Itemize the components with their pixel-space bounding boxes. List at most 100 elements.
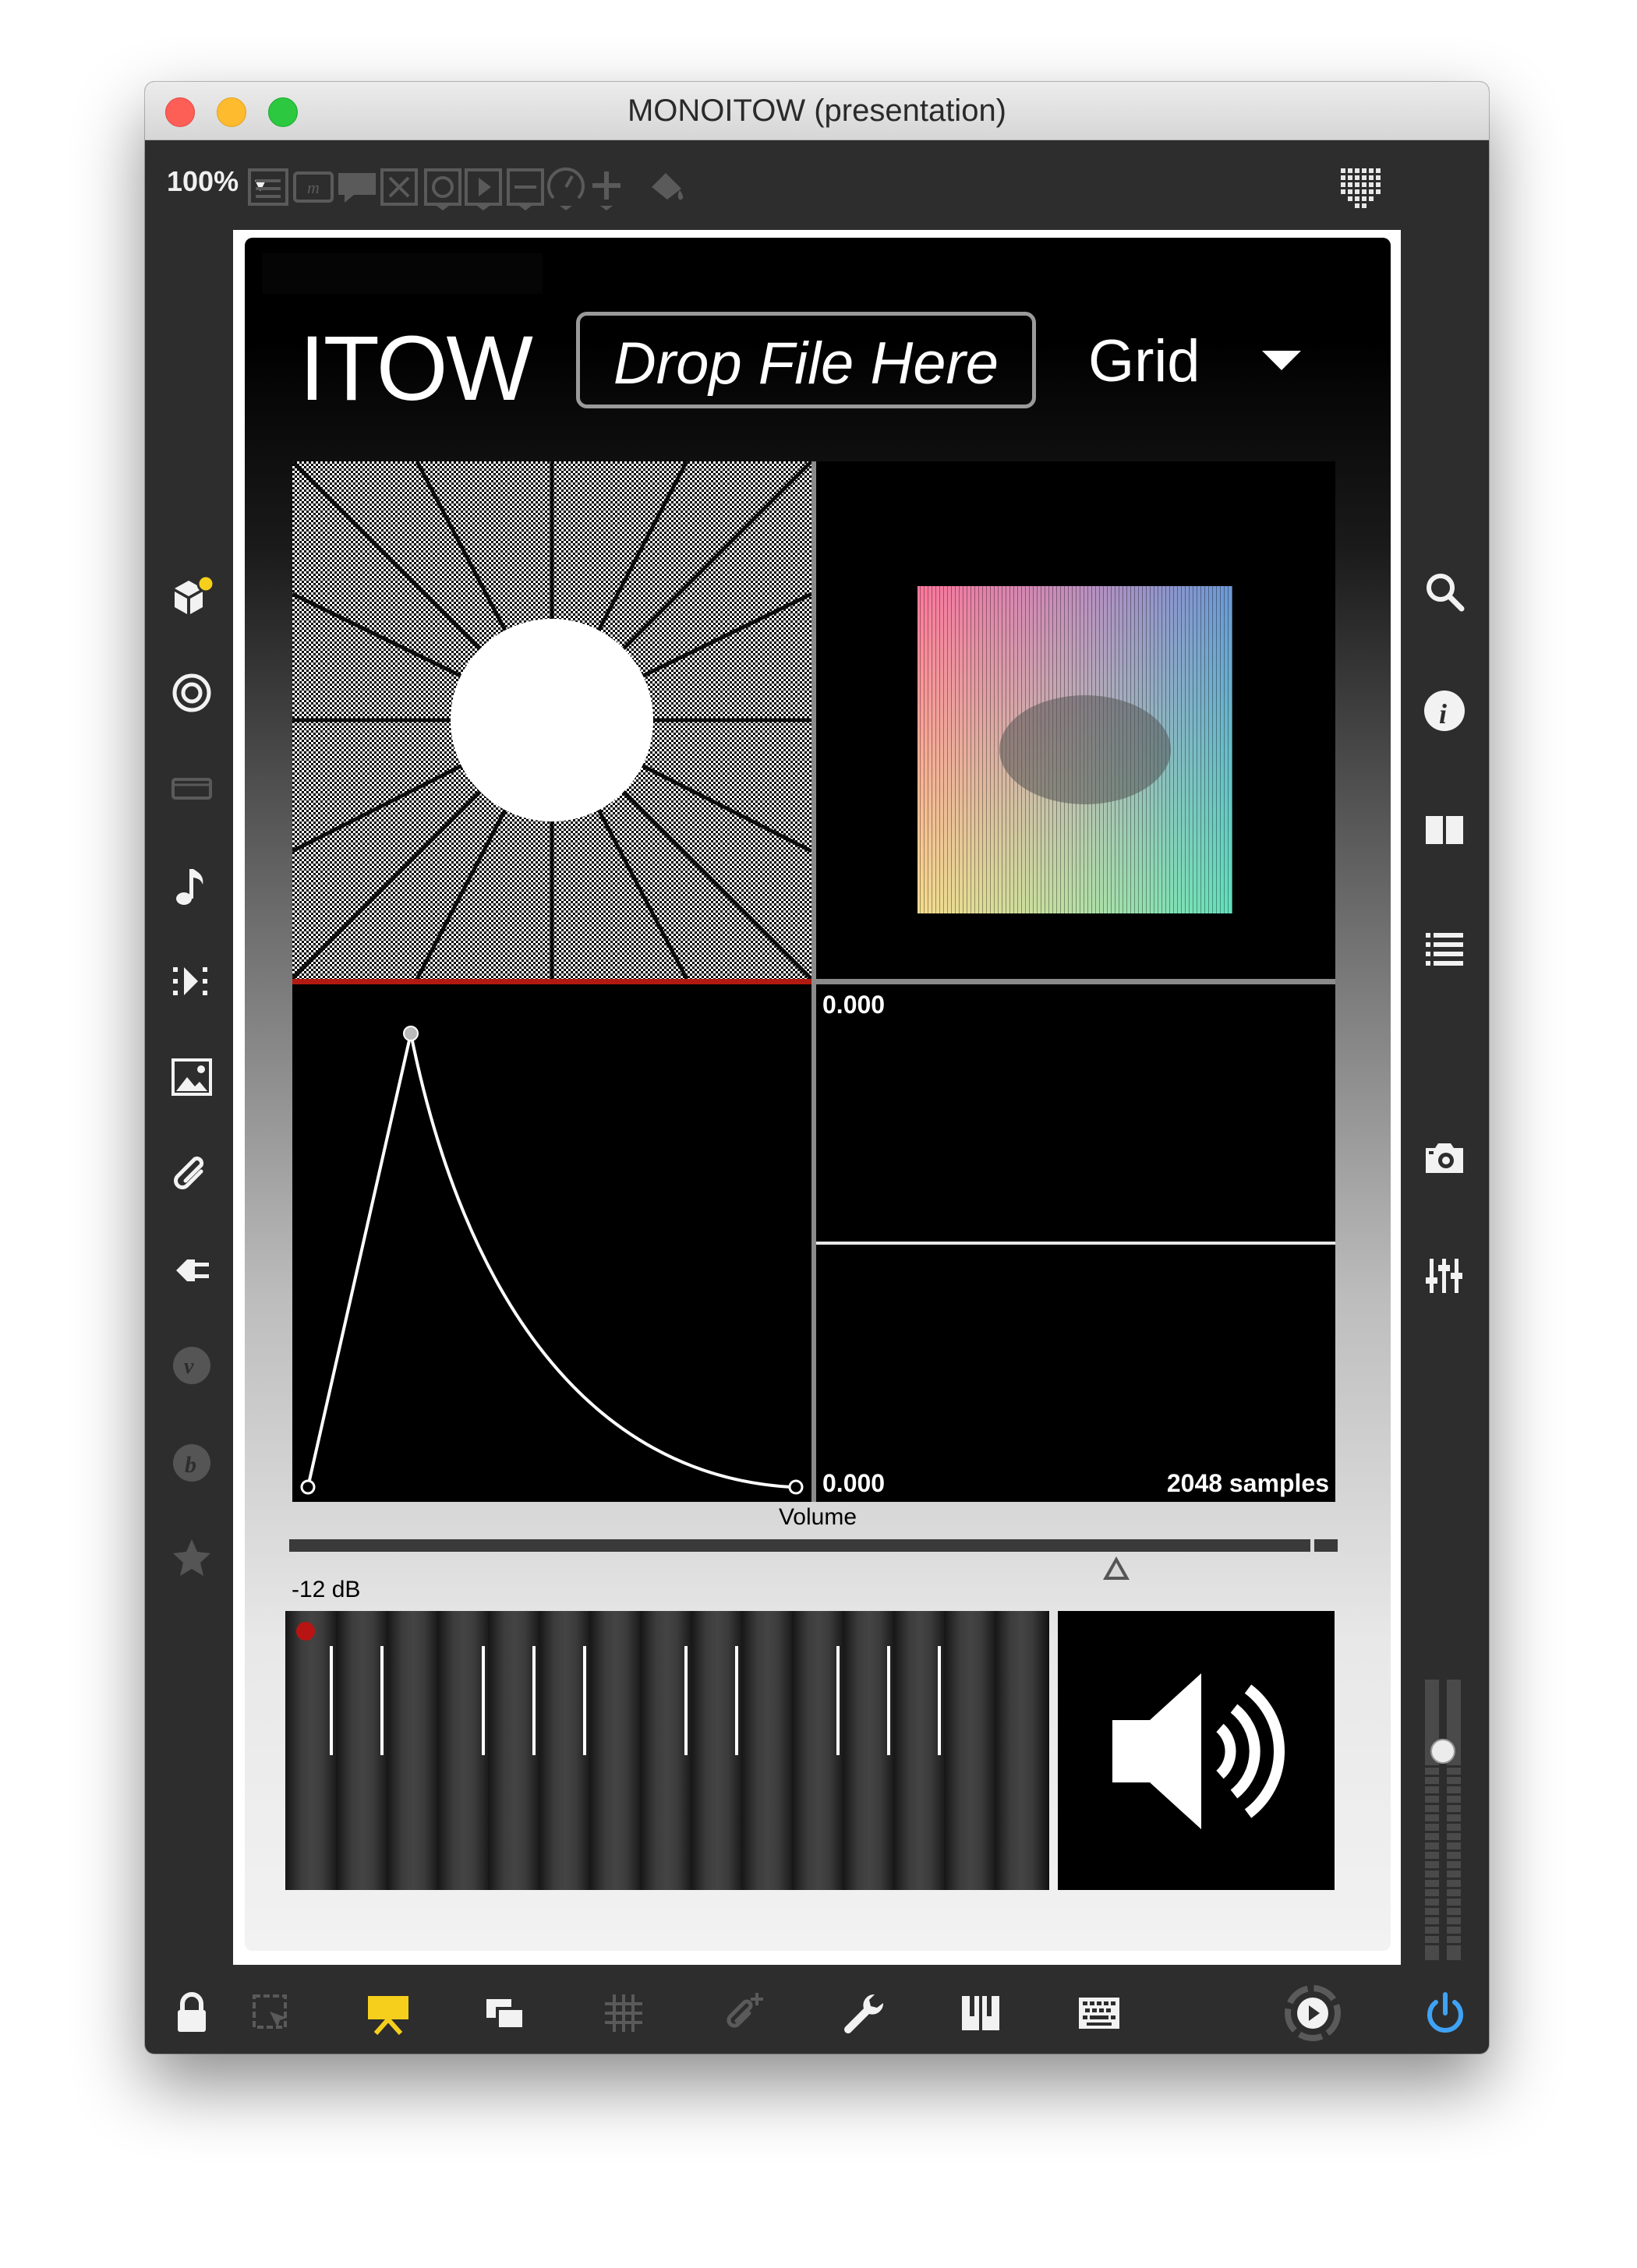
close-window-button[interactable] (165, 97, 195, 127)
panel-divider (816, 979, 1335, 984)
scope-max-value: 0.000 (822, 991, 886, 1019)
lock-icon[interactable] (167, 1988, 217, 2038)
oscilloscope-view[interactable]: 0.000 0.000 2048 samples (816, 984, 1335, 1502)
waveform-line (816, 1242, 1335, 1245)
bach-icon[interactable]: b (167, 1438, 217, 1488)
black-key-edge (938, 1646, 941, 1755)
paperclip-icon[interactable] (167, 1148, 217, 1198)
envelope-editor[interactable] (292, 984, 811, 1502)
patcher-presentation: ITOW Drop File Here Grid (245, 238, 1391, 1951)
black-key-edge (532, 1646, 536, 1755)
app-title: ITOW (299, 317, 533, 420)
black-key-edge (380, 1646, 384, 1755)
piano-key[interactable] (944, 1611, 997, 1890)
piano-key[interactable] (640, 1611, 693, 1890)
piano-key[interactable] (488, 1611, 541, 1890)
paint-bucket-icon[interactable] (644, 164, 691, 210)
piano-key[interactable] (285, 1611, 338, 1890)
dial-object-icon[interactable] (543, 164, 589, 210)
volume-slider[interactable] (289, 1539, 1310, 1552)
piano-icon[interactable] (956, 1988, 1006, 2038)
piano-key[interactable] (995, 1611, 1048, 1890)
black-key-edge (583, 1646, 586, 1755)
svg-text:v: v (184, 1355, 194, 1379)
zoom-window-button[interactable] (268, 97, 298, 127)
play-object-icon[interactable] (460, 164, 507, 210)
volume-db-readout: -12 dB (292, 1577, 361, 1602)
toggle-object-icon[interactable] (376, 164, 423, 210)
list-object-icon[interactable] (245, 164, 292, 210)
search-icon[interactable] (1420, 567, 1469, 616)
list-icon[interactable] (1420, 924, 1469, 973)
keyboard-icon[interactable] (1074, 1988, 1124, 2038)
scope-min-value: 0.000 (822, 1469, 886, 1497)
slider-object-icon[interactable] (502, 164, 549, 210)
piano-key[interactable] (691, 1611, 744, 1890)
piano-key[interactable] (387, 1611, 440, 1890)
piano-key[interactable] (893, 1611, 946, 1890)
zoom-value: 100% (167, 165, 239, 197)
chevron-down-icon[interactable] (1262, 351, 1301, 370)
paperclip-add-icon[interactable] (718, 1988, 768, 2038)
piano-key[interactable] (437, 1611, 490, 1890)
columns-icon[interactable] (1420, 805, 1469, 855)
media-icon[interactable] (167, 764, 217, 814)
black-key-edge (684, 1646, 688, 1755)
power-icon[interactable] (1420, 1988, 1470, 2038)
target-icon[interactable] (167, 668, 217, 718)
app-window: MONOITOW (presentation) 100% ▼ m (145, 82, 1489, 2054)
piano-key[interactable] (792, 1611, 845, 1890)
piano-key[interactable] (843, 1611, 896, 1890)
piano-key[interactable] (589, 1611, 642, 1890)
piano-key[interactable] (336, 1611, 389, 1890)
vst-icon[interactable]: v (167, 1341, 217, 1390)
window-stack-icon[interactable] (480, 1988, 530, 2038)
button-object-icon[interactable] (419, 164, 466, 210)
scope-samples-label: 2048 samples (1166, 1469, 1329, 1497)
star-icon[interactable] (167, 1533, 217, 1583)
camera-icon[interactable] (1420, 1132, 1469, 1182)
title-bar: MONOITOW (presentation) (145, 82, 1489, 140)
image-icon[interactable] (167, 1052, 217, 1102)
grid-view-icon[interactable] (1338, 164, 1384, 210)
audio-on-toggle[interactable] (1058, 1611, 1335, 1890)
selection-icon[interactable] (246, 1988, 296, 2038)
record-indicator (296, 1622, 315, 1641)
presentation-icon[interactable] (363, 1988, 413, 2038)
wrench-icon[interactable] (837, 1988, 887, 2038)
black-key-edge (330, 1646, 333, 1755)
message-object-icon[interactable]: m (290, 164, 337, 210)
view-mode-menu[interactable]: Grid (1088, 328, 1200, 394)
svg-text:b: b (185, 1452, 196, 1478)
spectrum-image-view[interactable] (292, 461, 811, 979)
speaker-icon (1112, 1673, 1285, 1829)
volume-label: Volume (778, 1504, 857, 1530)
mixer-icon[interactable] (1420, 1251, 1469, 1301)
level-meter[interactable] (1419, 1680, 1467, 1960)
piano-key[interactable] (741, 1611, 794, 1890)
bottom-toolbar (145, 1968, 1489, 2054)
step-icon[interactable] (167, 956, 217, 1006)
play-icon[interactable] (1283, 1984, 1342, 2043)
color-spectrogram-view[interactable] (816, 461, 1335, 979)
add-object-icon[interactable] (583, 164, 630, 210)
black-key-edge (887, 1646, 890, 1755)
grid-icon[interactable] (599, 1988, 649, 2038)
music-note-icon[interactable] (167, 861, 217, 911)
package-manager-icon[interactable] (167, 573, 217, 623)
volume-thumb-inner (1108, 1563, 1125, 1577)
volume-slider-end (1314, 1539, 1338, 1552)
panel-divider (811, 461, 816, 1502)
minimize-window-button[interactable] (217, 97, 246, 127)
plug-icon[interactable] (167, 1245, 217, 1295)
comment-icon[interactable] (334, 164, 380, 210)
piano-key[interactable] (539, 1611, 592, 1890)
black-key-edge (482, 1646, 485, 1755)
piano-keyboard[interactable] (285, 1611, 1049, 1890)
svg-text:m: m (307, 178, 320, 197)
drop-file-zone[interactable]: Drop File Here (576, 312, 1036, 408)
svg-text:i: i (1439, 698, 1447, 730)
black-key-edge (836, 1646, 840, 1755)
info-icon[interactable]: i (1420, 686, 1469, 736)
black-key-edge (735, 1646, 738, 1755)
